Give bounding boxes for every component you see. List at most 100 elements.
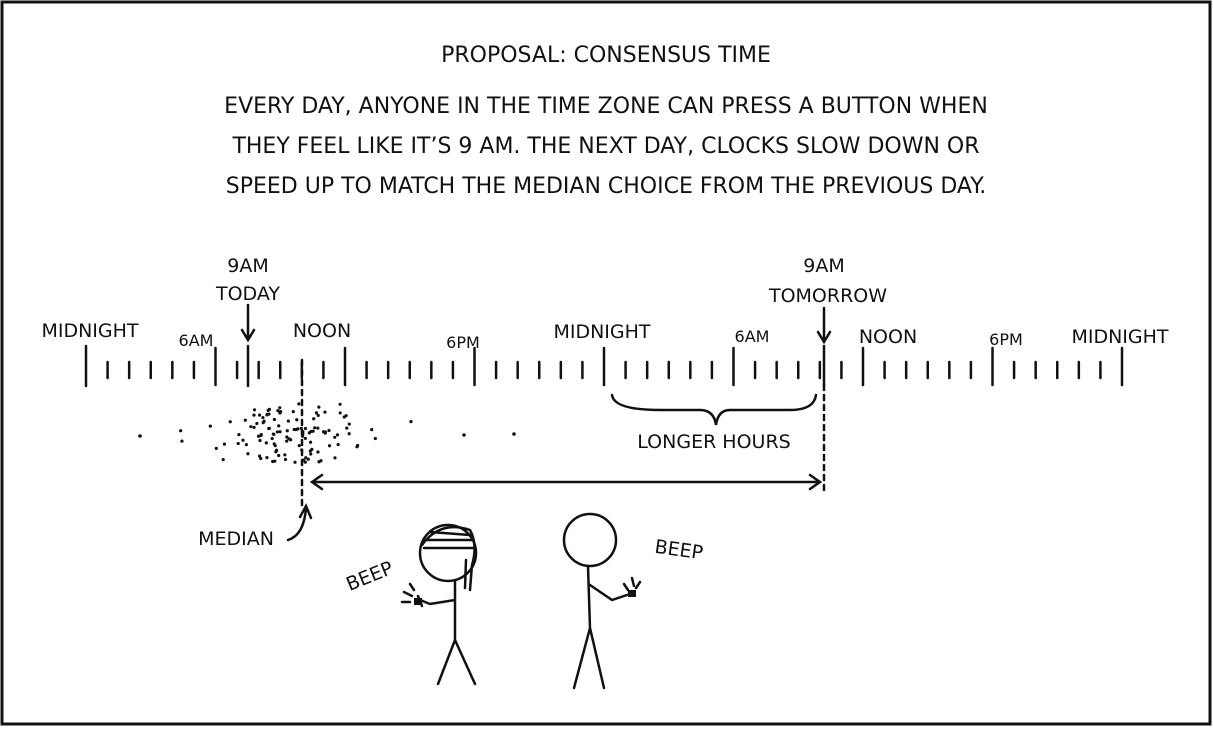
dot xyxy=(345,426,349,430)
dot xyxy=(322,430,326,434)
dot xyxy=(221,458,225,462)
dot xyxy=(277,424,281,428)
dot xyxy=(297,402,301,406)
dot xyxy=(370,428,374,432)
dot xyxy=(347,432,351,436)
time-label: MIDNIGHT xyxy=(553,321,650,343)
text-line: EVERY DAY, ANYONE IN THE TIME ZONE CAN P… xyxy=(224,94,988,119)
dot xyxy=(267,407,272,411)
label: LONGER HOURS xyxy=(637,431,790,453)
dot xyxy=(303,460,307,464)
dot xyxy=(285,435,289,439)
dot xyxy=(409,420,413,424)
span-arrow xyxy=(309,473,823,491)
dot xyxy=(246,452,250,456)
dot xyxy=(462,433,466,437)
dot xyxy=(283,457,288,462)
dot xyxy=(243,418,247,422)
dot xyxy=(313,426,317,430)
dot xyxy=(228,420,232,424)
dot xyxy=(273,459,277,463)
timeline-ticks xyxy=(84,344,1124,388)
dot xyxy=(291,410,295,414)
dot xyxy=(319,459,323,463)
dot xyxy=(274,450,278,454)
time-label: MIDNIGHT xyxy=(41,320,138,342)
dot xyxy=(306,457,310,461)
dot xyxy=(294,427,298,432)
time-label: 6AM xyxy=(179,331,214,350)
dot xyxy=(257,454,262,458)
dot xyxy=(295,418,299,422)
label: MEDIAN xyxy=(198,528,274,550)
dot xyxy=(236,441,240,446)
median-arrow xyxy=(286,503,313,542)
label: 9AM xyxy=(803,255,844,277)
dot xyxy=(283,453,287,457)
dot xyxy=(303,426,308,431)
dot xyxy=(316,426,320,430)
dot xyxy=(270,436,274,441)
dot xyxy=(222,442,227,446)
label: 9AM xyxy=(227,255,268,277)
title: PROPOSAL: CONSENSUS TIME xyxy=(441,43,771,68)
dot xyxy=(275,430,279,434)
dot xyxy=(308,440,313,444)
dot xyxy=(317,405,321,409)
dot xyxy=(265,455,269,460)
dot xyxy=(180,439,184,443)
time-label: MIDNIGHT xyxy=(1071,326,1168,348)
dot xyxy=(255,421,259,426)
time-label: NOON xyxy=(293,320,351,342)
dot xyxy=(314,411,319,415)
dot xyxy=(327,444,332,448)
dot xyxy=(335,433,340,437)
dot xyxy=(261,421,265,425)
dot xyxy=(278,406,282,410)
dot xyxy=(323,410,327,414)
dot xyxy=(244,443,248,447)
dot xyxy=(308,449,312,453)
dot xyxy=(257,413,262,417)
dot xyxy=(237,433,241,437)
dot xyxy=(512,432,516,436)
dot xyxy=(286,419,290,423)
label: TODAY xyxy=(215,283,280,305)
dot xyxy=(356,443,360,448)
right-figure xyxy=(562,512,642,690)
dot xyxy=(259,433,263,438)
dot xyxy=(261,416,265,420)
dot xyxy=(278,430,282,434)
dot xyxy=(285,429,289,433)
time-label: 6PM xyxy=(446,333,480,352)
time-label: NOON xyxy=(859,326,917,348)
dot xyxy=(252,408,257,412)
dot xyxy=(267,412,271,416)
dot xyxy=(373,436,377,441)
dot xyxy=(309,452,313,456)
dot xyxy=(276,409,280,413)
dot xyxy=(312,417,316,421)
dot xyxy=(333,456,337,460)
dot xyxy=(338,411,342,415)
brace xyxy=(610,393,818,426)
dot xyxy=(285,439,289,443)
dot xyxy=(214,446,218,450)
dot xyxy=(316,413,320,418)
dot xyxy=(277,453,281,458)
dot xyxy=(303,436,307,440)
dot xyxy=(258,438,262,443)
dot xyxy=(208,424,212,428)
dot xyxy=(252,425,256,429)
time-label: 6AM xyxy=(735,327,770,346)
dot xyxy=(273,444,277,448)
dashed-line xyxy=(300,358,826,507)
dot xyxy=(338,402,342,406)
press-dots xyxy=(138,402,516,464)
time-label: 6PM xyxy=(989,330,1023,349)
text-line: THEY FEEL LIKE IT’S 9 AM. THE NEXT DAY, … xyxy=(231,134,979,159)
dot xyxy=(304,456,308,460)
dot xyxy=(241,438,245,442)
